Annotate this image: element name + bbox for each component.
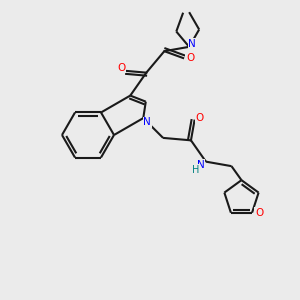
Text: N: N bbox=[143, 117, 151, 127]
Text: O: O bbox=[117, 63, 125, 73]
Text: O: O bbox=[186, 53, 194, 63]
Text: O: O bbox=[195, 112, 204, 123]
Text: N: N bbox=[188, 39, 196, 49]
Text: O: O bbox=[255, 208, 263, 218]
Text: N: N bbox=[197, 160, 205, 170]
Text: H: H bbox=[192, 165, 200, 175]
